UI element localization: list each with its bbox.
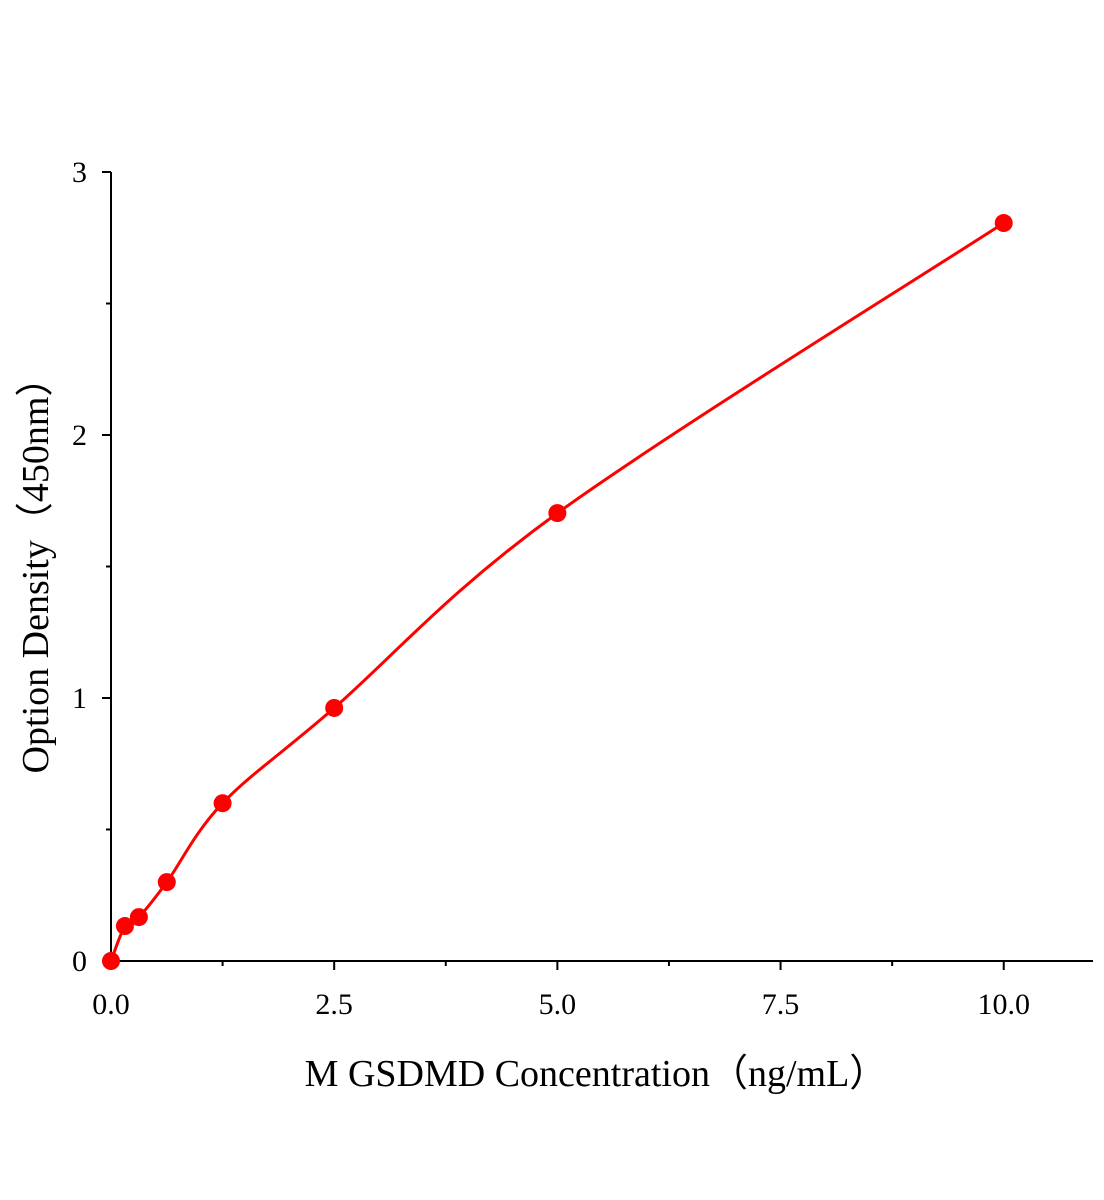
y-axis-label: Option Density（450nm） — [15, 359, 57, 774]
x-tick-label: 0.0 — [92, 988, 130, 1021]
data-points — [102, 214, 1013, 970]
data-point — [157, 873, 176, 892]
data-point — [213, 794, 232, 813]
fit-curve-layer — [109, 221, 1005, 962]
y-tick-label: 3 — [72, 156, 87, 189]
y-tick-label: 0 — [72, 945, 87, 978]
x-tick-label: 10.0 — [977, 988, 1030, 1021]
x-tick-label: 2.5 — [315, 988, 353, 1021]
data-point — [994, 214, 1013, 233]
data-point — [102, 952, 120, 970]
fit-curve — [109, 221, 1005, 962]
axes: 0.0 2.5 5.0 7.5 10.0 0 1 2 3 — [72, 156, 1093, 1021]
y-tick-label: 2 — [72, 419, 87, 452]
data-point — [115, 917, 134, 936]
y-tick-label: 1 — [72, 682, 87, 715]
data-point — [325, 698, 344, 717]
data-point — [129, 908, 148, 927]
data-point — [548, 504, 567, 523]
x-tick-label: 7.5 — [762, 988, 800, 1021]
x-tick-label: 5.0 — [539, 988, 577, 1021]
x-axis-label: M GSDMD Concentration（ng/mL） — [305, 1053, 888, 1095]
